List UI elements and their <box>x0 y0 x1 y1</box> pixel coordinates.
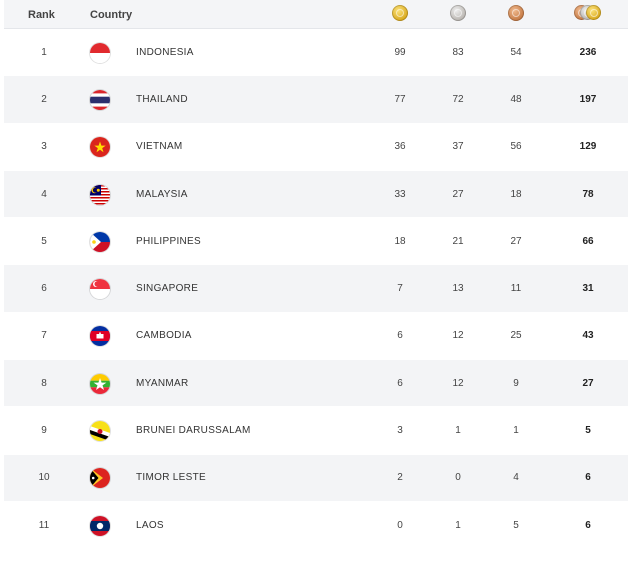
gold-count: 77 <box>394 93 406 105</box>
gold-count: 7 <box>397 283 403 295</box>
bronze-count: 18 <box>510 188 522 200</box>
total-count: 27 <box>582 377 594 389</box>
country-name[interactable]: INDONESIA <box>136 46 194 58</box>
rank-cell: 5 <box>41 235 47 247</box>
country-name[interactable]: MALAYSIA <box>136 188 188 200</box>
rank-cell: 6 <box>41 283 47 295</box>
total-count: 6 <box>585 519 591 531</box>
silver-count: 83 <box>452 46 464 58</box>
country-name[interactable]: VIETNAM <box>136 141 183 153</box>
country-name[interactable]: PHILIPPINES <box>136 235 201 247</box>
table-row[interactable]: 1 INDONESIA 99 83 54 236 <box>4 29 628 77</box>
table-row[interactable]: 10 TIMOR LESTE 2 0 4 6 <box>4 454 628 502</box>
rank-cell: 3 <box>41 141 47 153</box>
silver-count: 1 <box>455 519 461 531</box>
country-name[interactable]: MYANMAR <box>136 377 189 389</box>
country-column-header[interactable]: Country <box>90 9 133 21</box>
country-name[interactable]: LAOS <box>136 519 164 531</box>
total-medals-icon[interactable] <box>574 5 604 23</box>
bronze-count: 48 <box>510 93 522 105</box>
silver-count: 72 <box>452 93 464 105</box>
silver-count: 27 <box>452 188 464 200</box>
rank-cell: 11 <box>38 519 50 531</box>
bronze-count: 9 <box>513 377 519 389</box>
rank-cell: 10 <box>38 472 50 484</box>
country-name[interactable]: BRUNEI DARUSSALAM <box>136 425 251 437</box>
table-row[interactable]: 4 MALAYSIA 33 27 18 78 <box>4 170 628 219</box>
timor-leste-flag-icon <box>90 468 110 489</box>
gold-count: 2 <box>397 472 403 484</box>
total-count: 129 <box>579 141 597 153</box>
total-count: 5 <box>585 425 591 437</box>
rank-column-header[interactable]: Rank <box>28 9 55 21</box>
gold-count: 36 <box>394 141 406 153</box>
country-name[interactable]: THAILAND <box>136 93 188 105</box>
bronze-count: 54 <box>510 46 522 58</box>
bronze-count: 27 <box>510 235 522 247</box>
indonesia-flag-icon <box>90 42 110 63</box>
bronze-count: 5 <box>513 519 519 531</box>
silver-count: 1 <box>455 425 461 437</box>
total-count: 66 <box>582 235 594 247</box>
silver-count: 12 <box>452 377 464 389</box>
gold-count: 18 <box>394 235 406 247</box>
total-count: 197 <box>579 93 597 105</box>
rank-cell: 8 <box>41 377 47 389</box>
gold-count: 6 <box>397 330 403 342</box>
gold-count: 0 <box>397 519 403 531</box>
rank-cell: 4 <box>41 188 47 200</box>
total-count: 43 <box>582 330 594 342</box>
rank-cell: 7 <box>41 330 47 342</box>
philippines-flag-icon <box>90 231 110 252</box>
silver-count: 21 <box>452 235 464 247</box>
country-name[interactable]: SINGAPORE <box>136 283 199 295</box>
table-row[interactable]: 2 THAILAND 77 72 48 197 <box>4 76 628 124</box>
laos-flag-icon <box>90 515 110 536</box>
table-body: 1 INDONESIA 99 83 54 236 2 THAILAND 77 72 48 197 3 VI… <box>4 29 628 550</box>
medal-table: Rank Country 1 INDONESIA 99 83 54 236 2 THAILAN… <box>4 0 628 550</box>
gold-count: 6 <box>397 377 403 389</box>
bronze-count: 25 <box>510 330 522 342</box>
country-name[interactable]: TIMOR LESTE <box>136 472 206 484</box>
rank-cell: 9 <box>41 425 47 437</box>
table-row[interactable]: 3 VIETNAM 36 37 56 129 <box>4 124 628 171</box>
silver-count: 13 <box>452 283 464 295</box>
silver-count: 37 <box>452 141 464 153</box>
bronze-medal-icon[interactable] <box>508 5 524 26</box>
table-row[interactable]: 7 CAMBODIA 6 12 25 43 <box>4 313 628 361</box>
rank-cell: 2 <box>41 93 47 105</box>
table-header: Rank Country <box>4 0 628 29</box>
gold-count: 99 <box>394 46 406 58</box>
total-count: 6 <box>585 472 591 484</box>
bronze-count: 56 <box>510 141 522 153</box>
total-count: 78 <box>582 188 594 200</box>
table-row[interactable]: 9 BRUNEI DARUSSALAM 3 1 1 5 <box>4 407 628 455</box>
country-name[interactable]: CAMBODIA <box>136 330 192 342</box>
total-count: 31 <box>582 283 594 295</box>
gold-count: 3 <box>397 425 403 437</box>
gold-count: 33 <box>394 188 406 200</box>
table-row[interactable]: 6 SINGAPORE 7 13 11 31 <box>4 265 628 313</box>
table-row[interactable]: 8 MYANMAR 6 12 9 27 <box>4 360 628 408</box>
bronze-count: 4 <box>513 472 519 484</box>
gold-medal-icon[interactable] <box>392 5 408 26</box>
silver-count: 0 <box>455 472 461 484</box>
table-row[interactable]: 5 PHILIPPINES 18 21 27 66 <box>4 218 628 266</box>
bronze-count: 1 <box>513 425 519 437</box>
total-count: 236 <box>579 46 597 58</box>
malaysia-flag-icon <box>90 184 110 205</box>
cambodia-flag-icon <box>90 326 110 347</box>
table-row[interactable]: 11 LAOS 0 1 5 6 <box>4 502 628 550</box>
singapore-flag-icon <box>90 279 110 300</box>
bronze-count: 11 <box>510 283 522 295</box>
thailand-flag-icon <box>90 89 110 110</box>
vietnam-flag-icon <box>90 137 110 158</box>
rank-cell: 1 <box>41 46 47 58</box>
brunei-flag-icon <box>90 421 110 442</box>
silver-medal-icon[interactable] <box>450 5 466 26</box>
silver-count: 12 <box>452 330 464 342</box>
myanmar-flag-icon <box>90 373 110 394</box>
